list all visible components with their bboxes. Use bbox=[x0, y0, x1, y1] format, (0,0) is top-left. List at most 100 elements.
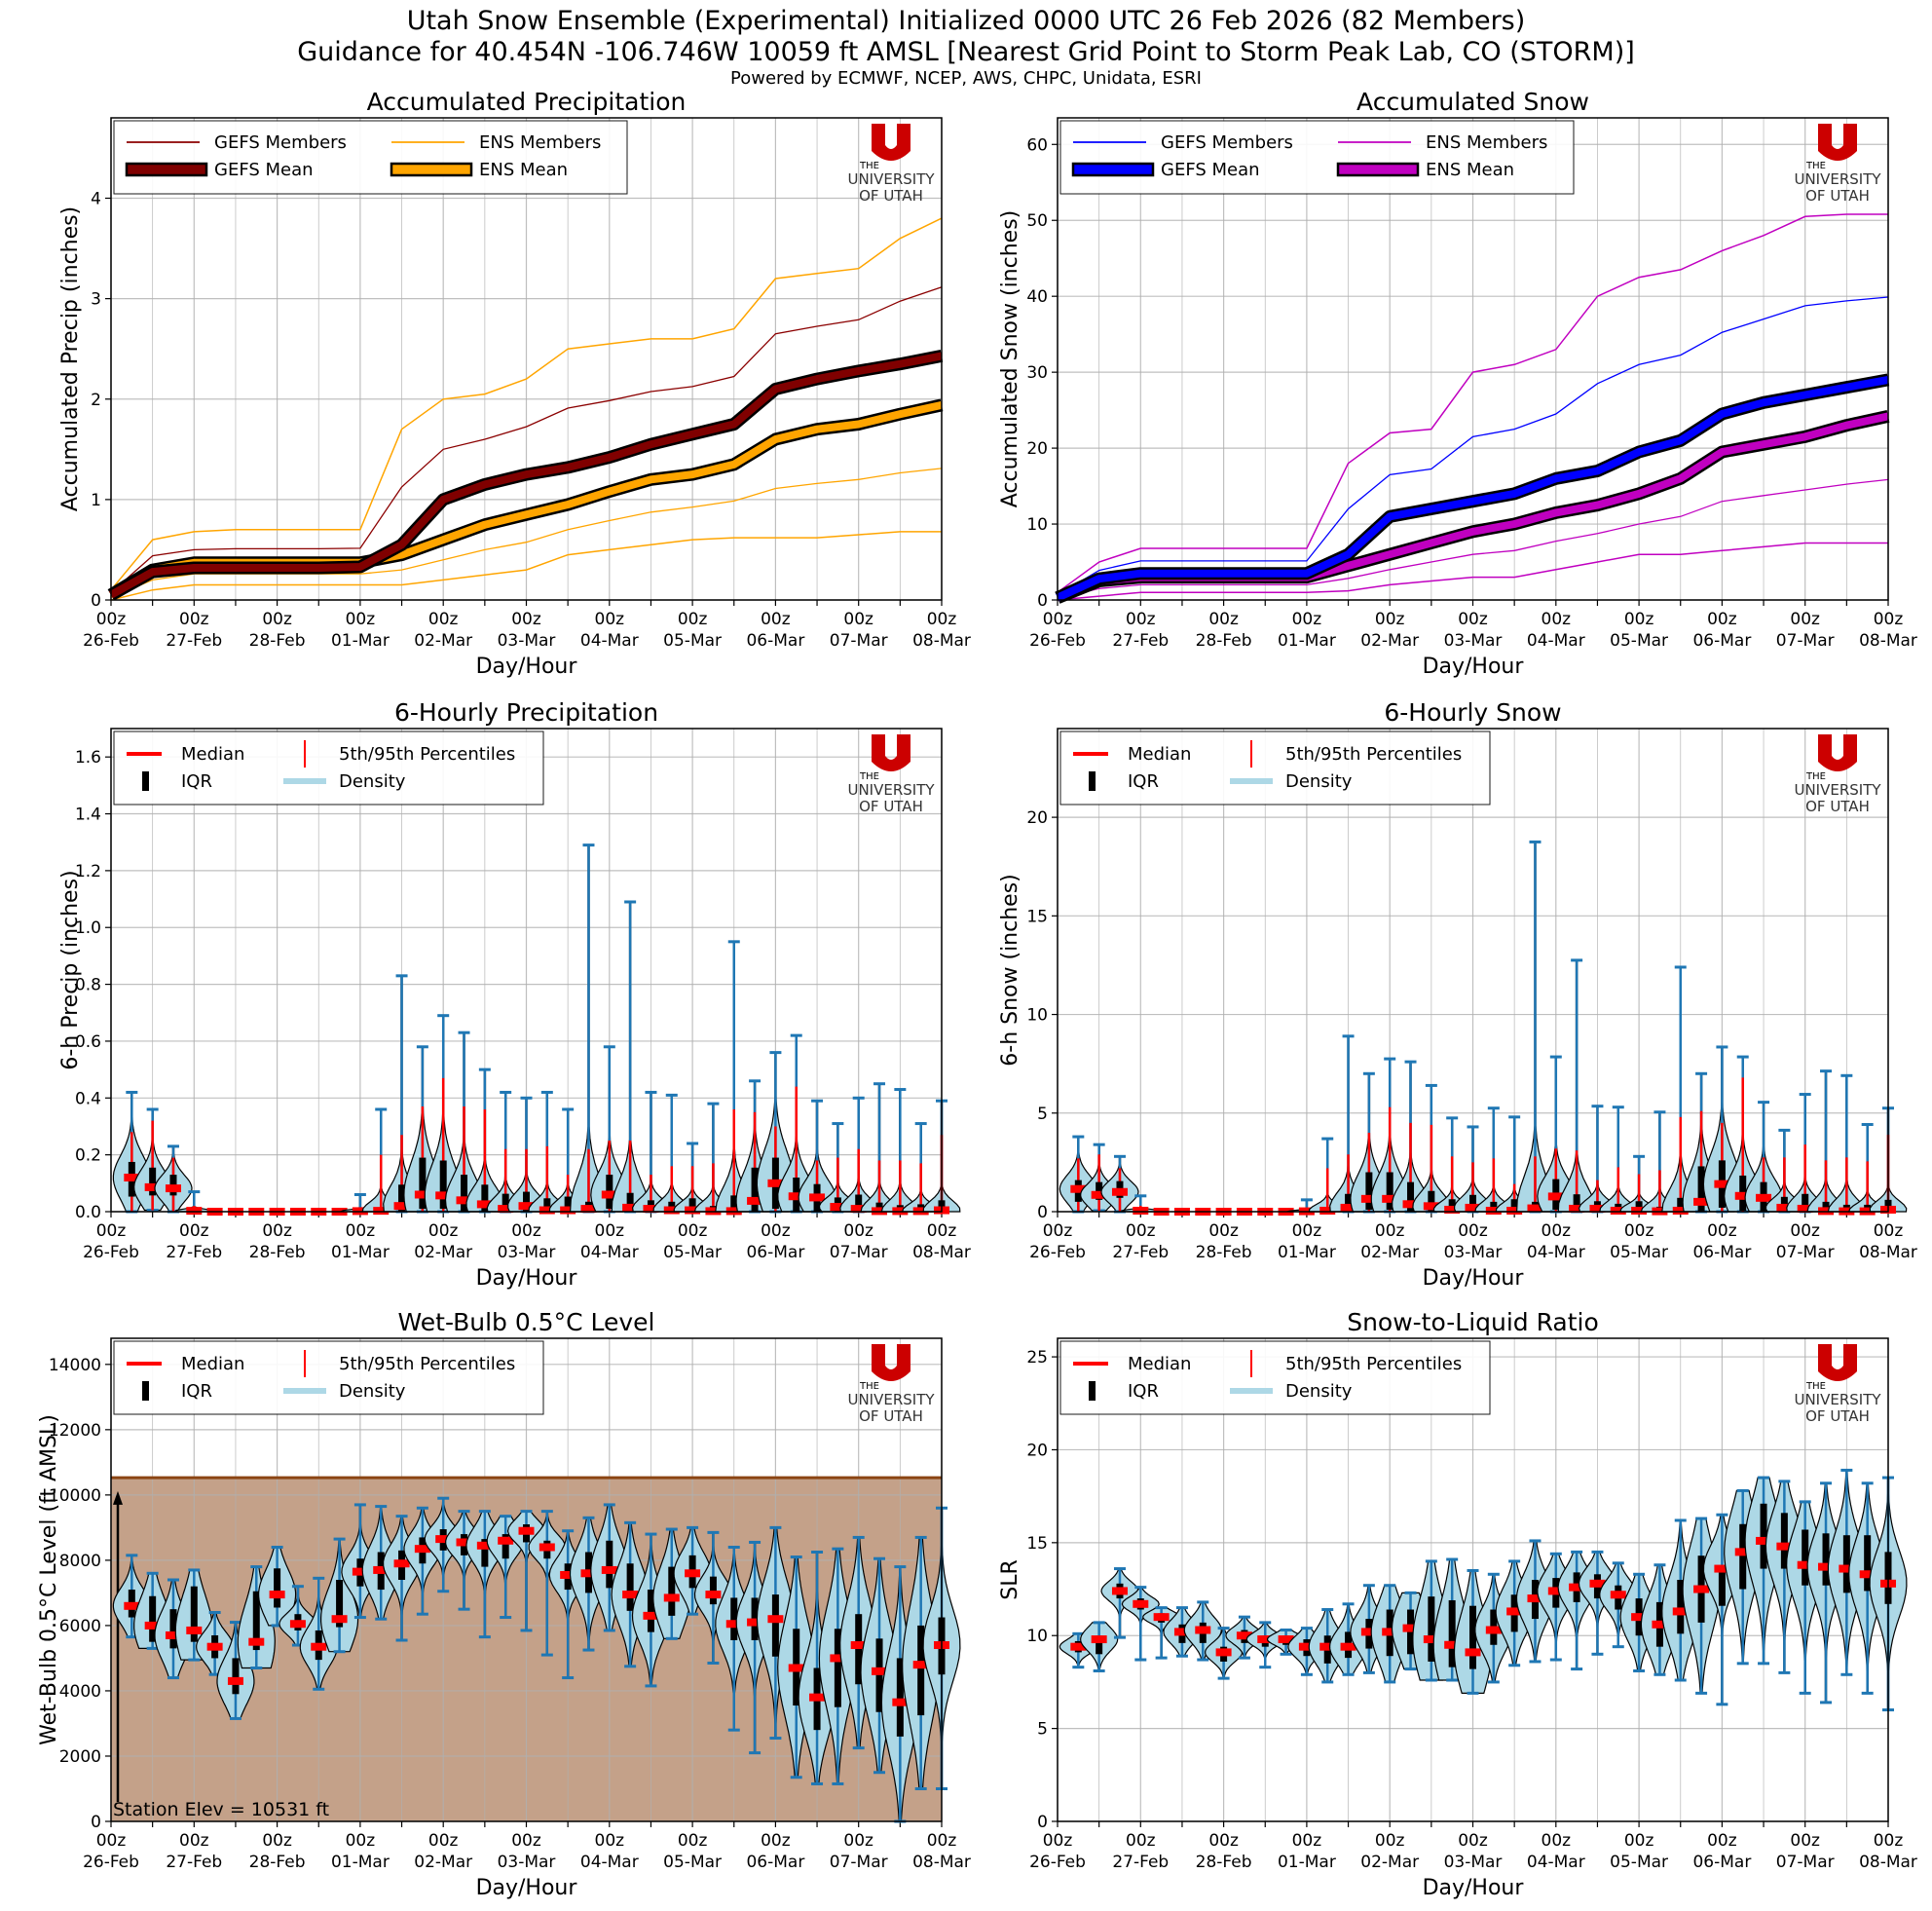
x-tick-date-label: 02-Mar bbox=[1360, 1243, 1419, 1262]
x-tick-hour-label: 00z bbox=[1208, 1831, 1239, 1851]
legend-label-percentiles: 5th/95th Percentiles bbox=[1285, 1354, 1462, 1374]
x-tick-date-label: 08-Mar bbox=[912, 1853, 971, 1872]
x-tick-date-label: 05-Mar bbox=[1610, 1243, 1668, 1262]
violin-median-marker bbox=[1402, 1624, 1419, 1632]
violin-iqr-box bbox=[875, 1638, 883, 1712]
violin-median-marker bbox=[580, 1569, 597, 1578]
y-tick-label: 3 bbox=[91, 290, 101, 310]
y-tick-label: 1 bbox=[91, 491, 101, 510]
violin bbox=[798, 1099, 836, 1214]
logo-text-the: THE bbox=[859, 771, 879, 782]
x-tick-date-label: 05-Mar bbox=[1610, 1853, 1668, 1872]
violin-median-marker bbox=[1360, 1194, 1377, 1203]
logo-text-of-utah: OF UTAH bbox=[859, 187, 923, 205]
violin-median-marker bbox=[144, 1621, 161, 1630]
logo-text-university: UNIVERSITY bbox=[1794, 1391, 1881, 1408]
violin-median-marker bbox=[1569, 1583, 1585, 1592]
violin-median-marker bbox=[393, 1202, 410, 1211]
x-tick-date-label: 08-Mar bbox=[1859, 1853, 1917, 1872]
y-tick-label: 0 bbox=[1037, 591, 1048, 611]
violin bbox=[361, 1107, 400, 1216]
logo-text-university: UNIVERSITY bbox=[847, 170, 935, 188]
violin-iqr-box bbox=[1469, 1194, 1476, 1212]
violin bbox=[756, 1525, 796, 1741]
violin-median-marker bbox=[705, 1591, 722, 1599]
violin-median-marker bbox=[1693, 1585, 1710, 1593]
x-tick-date-label: 08-Mar bbox=[912, 631, 971, 651]
x-tick-date-label: 01-Mar bbox=[331, 1243, 390, 1262]
chart-title: Snow-to-Liquid Ratio bbox=[1347, 1308, 1599, 1336]
x-tick-hour-label: 00z bbox=[179, 1221, 209, 1241]
gefs-mean-line bbox=[1056, 375, 1889, 602]
y-tick-label: 0.8 bbox=[75, 976, 101, 995]
x-tick-hour-label: 00z bbox=[1707, 610, 1737, 629]
y-tick-label: 4000 bbox=[59, 1682, 101, 1702]
violin-median-marker bbox=[1631, 1206, 1648, 1215]
x-tick-hour-label: 00z bbox=[511, 1221, 541, 1241]
block-u-icon bbox=[1818, 734, 1857, 771]
violin-median-marker bbox=[830, 1654, 846, 1663]
violin-median-marker bbox=[1070, 1642, 1087, 1651]
violin-median-marker bbox=[186, 1207, 203, 1216]
x-tick-date-label: 02-Mar bbox=[414, 1243, 472, 1262]
legend-label-density: Density bbox=[1285, 1381, 1353, 1402]
violin-median-marker bbox=[1340, 1203, 1356, 1212]
y-tick-label: 10 bbox=[1026, 1006, 1048, 1026]
violin-median-marker bbox=[227, 1676, 243, 1685]
x-tick-hour-label: 00z bbox=[1375, 1831, 1405, 1851]
violin-median-marker bbox=[414, 1545, 430, 1554]
x-tick-date-label: 07-Mar bbox=[830, 1243, 888, 1262]
violin-median-marker bbox=[1091, 1635, 1107, 1644]
y-tick-label: 60 bbox=[1026, 135, 1048, 155]
violin bbox=[1266, 1629, 1306, 1656]
y-axis-label: 6-h Precip (inches) bbox=[58, 870, 83, 1069]
x-tick-hour-label: 00z bbox=[262, 1831, 292, 1851]
x-tick-hour-label: 00z bbox=[1126, 1831, 1156, 1851]
violin-median-marker bbox=[1444, 1640, 1461, 1649]
violin-iqr-box bbox=[751, 1167, 759, 1212]
y-tick-label: 1.2 bbox=[75, 862, 101, 881]
x-tick-date-label: 08-Mar bbox=[912, 1243, 971, 1262]
violin-median-marker bbox=[1714, 1180, 1730, 1188]
plot-frame bbox=[1057, 117, 1889, 601]
x-tick-hour-label: 00z bbox=[1790, 1221, 1820, 1241]
chart-6-hourly-precipitation: 6-Hourly Precipitation 0.0 0.2 0.4 0.6 0.8 1.0… bbox=[58, 698, 971, 1291]
x-tick-date-label: 06-Mar bbox=[1692, 1853, 1751, 1872]
x-tick-hour-label: 00z bbox=[96, 1831, 127, 1851]
logo-text-the: THE bbox=[859, 161, 879, 171]
gefs-members-line bbox=[110, 286, 943, 593]
legend-label-gefs-members: GEFS Members bbox=[214, 132, 347, 153]
violin-iqr-box bbox=[419, 1157, 427, 1210]
members-min-line bbox=[110, 531, 942, 601]
violin-iqr-box bbox=[481, 1184, 489, 1212]
violin-iqr-box bbox=[647, 1590, 654, 1632]
violin-iqr-box bbox=[252, 1591, 260, 1651]
violin-median-marker bbox=[1382, 1194, 1398, 1203]
x-tick-date-label: 27-Feb bbox=[1112, 631, 1169, 651]
y-tick-label: 40 bbox=[1026, 287, 1048, 307]
violin-median-marker bbox=[165, 1184, 181, 1193]
violin-median-marker bbox=[1818, 1562, 1835, 1571]
members-max-line bbox=[110, 217, 943, 591]
violin-median-marker bbox=[456, 1538, 472, 1547]
x-tick-hour-label: 00z bbox=[1458, 1221, 1488, 1241]
violin-median-marker bbox=[1133, 1599, 1149, 1608]
x-tick-date-label: 07-Mar bbox=[1776, 1853, 1835, 1872]
y-tick-label: 0.0 bbox=[75, 1203, 101, 1222]
violin-iqr-box bbox=[232, 1658, 240, 1695]
legend-label-density: Density bbox=[1285, 771, 1353, 792]
violin-median-marker bbox=[1360, 1628, 1377, 1636]
legend-label-iqr: IQR bbox=[181, 771, 212, 792]
violin-median-marker bbox=[1839, 1564, 1855, 1573]
plot-marks bbox=[107, 217, 944, 601]
x-tick-date-label: 01-Mar bbox=[331, 631, 390, 651]
violin bbox=[1661, 965, 1700, 1215]
violin-iqr-box bbox=[1448, 1599, 1456, 1667]
x-tick-date-label: 07-Mar bbox=[830, 1853, 888, 1872]
y-tick-label: 1.6 bbox=[75, 748, 101, 768]
violin bbox=[1515, 1539, 1555, 1664]
violin-iqr-box bbox=[1739, 1523, 1747, 1590]
violin-median-marker bbox=[539, 1206, 555, 1215]
violin-median-marker bbox=[1610, 1206, 1626, 1215]
